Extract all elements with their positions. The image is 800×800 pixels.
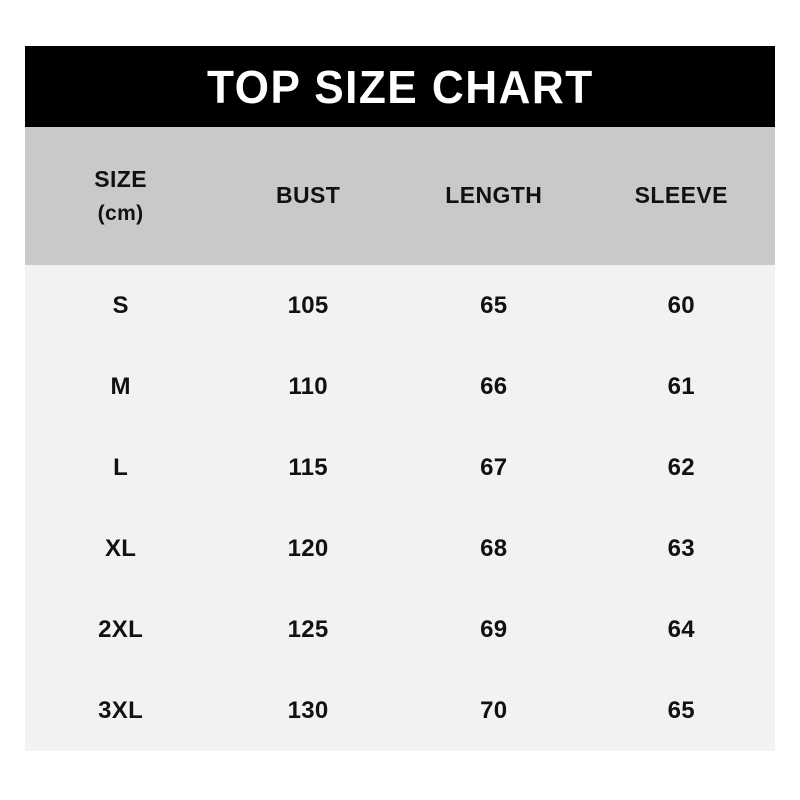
column-header-length-label: LENGTH xyxy=(445,182,543,209)
cell-size: 2XL xyxy=(98,615,144,643)
cell-size: L xyxy=(113,453,129,481)
column-header-length: LENGTH xyxy=(400,127,588,265)
cell-size: S xyxy=(112,291,129,319)
cell-sleeve: 61 xyxy=(667,372,695,400)
column-header-sleeve-label: SLEEVE xyxy=(634,182,728,209)
column-header-size-unit: (cm) xyxy=(97,201,144,225)
table-header-row: SIZE (cm) BUST LENGTH SLEEVE xyxy=(25,127,775,265)
table-row: L 115 67 62 xyxy=(25,427,775,508)
cell-sleeve: 60 xyxy=(667,291,695,319)
column-header-size: SIZE (cm) xyxy=(25,127,216,265)
table-row: 2XL 125 69 64 xyxy=(25,589,775,670)
column-header-size-label: SIZE xyxy=(94,165,147,192)
table-body: S 105 65 60 M 110 66 61 L 115 67 62 XL 1… xyxy=(25,265,775,751)
cell-bust: 130 xyxy=(287,696,329,724)
cell-length: 67 xyxy=(480,453,508,481)
size-chart-container: TOP SIZE CHART SIZE (cm) BUST xyxy=(25,46,775,751)
cell-length: 66 xyxy=(480,372,508,400)
cell-sleeve: 63 xyxy=(667,534,695,562)
cell-bust: 120 xyxy=(287,534,329,562)
column-header-sleeve: SLEEVE xyxy=(588,127,776,265)
cell-size: XL xyxy=(104,534,137,562)
table-row: M 110 66 61 xyxy=(25,346,775,427)
cell-length: 65 xyxy=(480,291,508,319)
table-header: SIZE (cm) BUST LENGTH SLEEVE xyxy=(25,127,775,265)
cell-bust: 110 xyxy=(288,372,328,400)
cell-bust: 115 xyxy=(288,453,328,481)
cell-length: 69 xyxy=(480,615,508,643)
cell-sleeve: 64 xyxy=(667,615,695,643)
table-row: 3XL 130 70 65 xyxy=(25,670,775,751)
cell-size: 3XL xyxy=(98,696,144,724)
cell-length: 68 xyxy=(480,534,508,562)
cell-bust: 125 xyxy=(287,615,329,643)
page-title: TOP SIZE CHART xyxy=(206,60,594,113)
chart-title-banner: TOP SIZE CHART xyxy=(25,46,775,127)
size-chart-table: SIZE (cm) BUST LENGTH SLEEVE xyxy=(25,127,775,751)
cell-bust: 105 xyxy=(287,291,329,319)
cell-length: 70 xyxy=(480,696,508,724)
cell-sleeve: 62 xyxy=(667,453,695,481)
cell-sleeve: 65 xyxy=(667,696,695,724)
column-header-bust-label: BUST xyxy=(276,182,341,209)
cell-size: M xyxy=(110,372,131,400)
table-row: XL 120 68 63 xyxy=(25,508,775,589)
column-header-bust: BUST xyxy=(216,127,400,265)
table-row: S 105 65 60 xyxy=(25,265,775,346)
